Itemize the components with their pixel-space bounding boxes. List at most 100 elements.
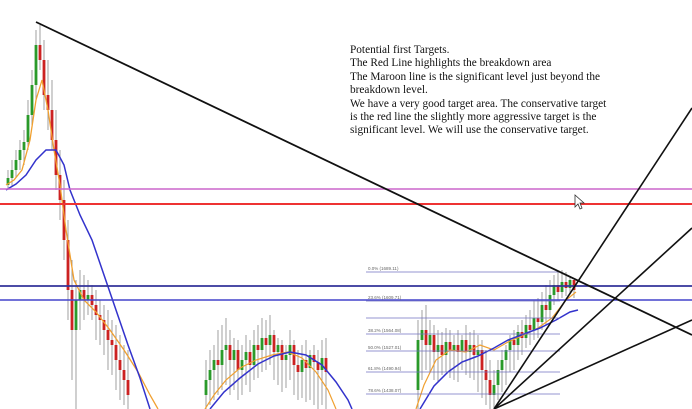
candle-body [252,345,256,365]
candle-body [280,345,284,360]
candle-body [312,355,316,362]
candle-body [232,350,236,360]
candle-body [30,85,34,115]
moving-average-orange [5,79,159,409]
candle-body [568,280,572,288]
candle-body [122,370,126,380]
candle-body [484,370,488,380]
candle-body [448,342,452,350]
candle-body [544,305,548,310]
moving-average-orange-2 [204,351,337,409]
candle-body [524,325,528,338]
candle-body [428,335,432,345]
fan-line-steep[interactable] [493,107,692,409]
candle-body [264,338,268,345]
fan-line-shallow[interactable] [493,319,692,409]
annotation-line: Potential first Targets. [350,44,450,56]
candle-body [424,330,428,345]
candle-body [532,318,536,330]
moving-average-blue-3 [419,309,579,409]
annotation-line: The Red Line highlights the breakdown ar… [350,57,552,70]
candle-body [512,340,516,345]
candle-body [452,345,456,350]
candle-body [62,200,66,240]
fib-label: 50.0% (1527.01) [368,345,402,350]
candle-body [288,345,292,355]
candle-body [26,115,30,142]
candle-body [236,350,240,370]
candle-body [572,280,576,290]
candle-body [488,380,492,395]
candle-body [66,240,70,290]
candle-body [564,282,568,288]
moving-average-blue [5,149,151,409]
candle-body [416,340,420,390]
candle-body [284,355,288,360]
descending-trendline[interactable] [35,21,692,336]
candle-body [432,335,436,352]
candle-body [548,295,552,310]
candle-body [436,345,440,352]
candle-body [78,290,82,300]
candle-body [118,360,122,370]
fib-label: 78.6% (1438.07) [368,388,402,393]
candle-body [34,45,38,85]
candle-body [10,170,14,178]
candle-body [110,340,114,345]
candle-body [204,380,208,395]
annotation-line: is the red line the slightly more aggres… [350,111,597,124]
candle-body [260,338,264,350]
candle-body [114,345,118,360]
fib-label: 61.8% (1490.94) [368,366,402,371]
candle-body [476,350,480,355]
candle-body [18,150,22,160]
candle-body [528,325,532,330]
candle-body [556,285,560,292]
annotation-line: We have a very good target area. The con… [350,97,607,110]
candle-body [272,335,276,352]
fib-label: 23.6% (1609.71) [368,295,402,300]
candle-body [248,352,252,365]
candle-body [276,345,280,352]
candle-body [504,350,508,360]
candle-body [82,290,86,300]
candle-body [126,380,130,395]
candle-body [102,320,106,330]
candle-body [508,340,512,350]
candle-body [304,360,308,368]
candle-body [42,60,46,95]
candle-body [208,370,212,380]
candle-body [106,330,110,340]
candle-body [228,345,232,360]
candle-body [50,110,54,140]
candle-body [516,332,520,345]
candle-body [6,178,10,185]
candle-body [212,360,216,370]
candle-body [220,350,224,365]
candle-body [460,340,464,352]
candle-body [268,335,272,345]
fib-label: 38.2% (1564.08) [368,328,402,333]
candle-body [300,360,304,372]
candle-body [492,385,496,395]
fan-line-mid[interactable] [493,227,692,409]
candle-body [464,340,468,352]
moving-average-orange-3 [415,291,577,409]
moving-average-blue-2 [209,351,353,409]
candle-body [240,360,244,370]
candle-body [256,345,260,350]
candle-body [480,350,484,370]
mouse-cursor-icon [574,194,586,210]
candle-body [14,160,18,170]
candle-body [244,352,248,360]
candle-body [216,360,220,365]
candle-body [86,295,90,300]
candle-body [38,45,42,60]
fib-label: 0.0% (1689.11) [368,266,399,271]
candle-body [22,142,26,150]
candle-body [296,365,300,372]
candle-body [444,342,448,355]
candle-body [320,358,324,370]
candle-body [54,140,58,175]
